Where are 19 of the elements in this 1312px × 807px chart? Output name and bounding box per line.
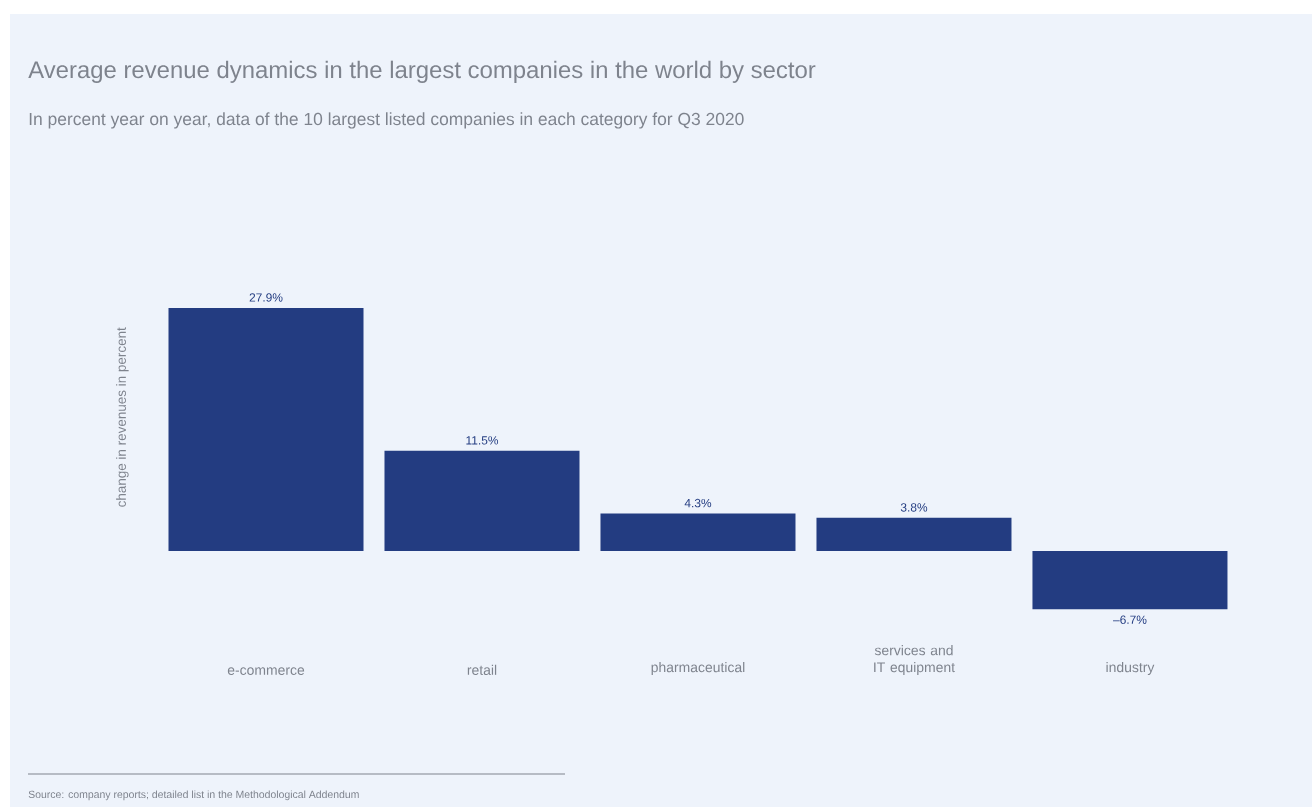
data-label: 11.5% bbox=[466, 436, 499, 445]
bar bbox=[1032, 550, 1228, 610]
data-label: 4.3% bbox=[684, 498, 712, 508]
x-tick-label: industry bbox=[1106, 661, 1155, 675]
bar bbox=[600, 513, 796, 551]
x-tick-label: pharmaceutical bbox=[651, 661, 745, 675]
chart-subtitle: In percent year on year, data of the 10 largest listed companies in each category for Q3 2020 bbox=[29, 112, 744, 129]
bar bbox=[816, 517, 1012, 551]
chart-title: Average revenue dynamics in the largest companies in the world by sector bbox=[28, 60, 816, 83]
x-tick-label: services and IT equipment bbox=[874, 645, 955, 675]
x-tick-label: retail bbox=[467, 664, 497, 675]
bar bbox=[384, 450, 580, 551]
x-tick-label: e-commerce bbox=[227, 667, 305, 675]
y-axis-title: change in revenues in percent bbox=[116, 327, 129, 507]
data-label: 27.9% bbox=[249, 293, 283, 302]
data-label: –6.7% bbox=[1113, 615, 1147, 624]
bar bbox=[168, 307, 364, 551]
data-label: 3.8% bbox=[900, 503, 928, 512]
source-note: Source: company reports; detailed list in the Methodological Addendum bbox=[28, 790, 359, 801]
